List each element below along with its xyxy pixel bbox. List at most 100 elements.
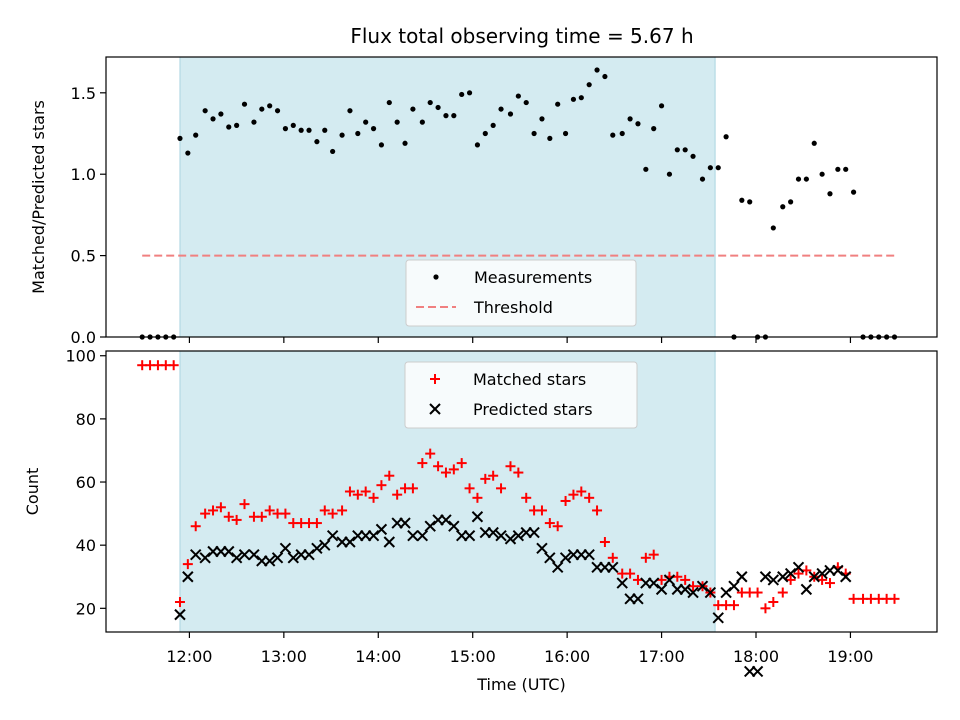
measurement-point [274, 108, 281, 114]
ratio-y-ticks: 0.0 0.5 1.0 1.5 [71, 84, 106, 347]
predicted-stars-point [504, 533, 517, 545]
matched-stars-point [728, 600, 739, 611]
x-b [182, 571, 194, 583]
x-b [720, 586, 732, 599]
x-b [487, 526, 499, 539]
predicted-stars-point [471, 511, 484, 523]
predicted-stars-point [583, 548, 595, 561]
y-tick-label: 100 [65, 347, 96, 366]
predicted-stars-point [687, 586, 699, 599]
x-b [448, 520, 460, 532]
measurement-point [850, 189, 857, 195]
x-tick-label: 12:00 [166, 647, 212, 666]
measurement-point [290, 122, 296, 128]
legend-dot [433, 274, 439, 280]
predicted-stars-point [326, 529, 339, 542]
measurement-point [811, 140, 817, 146]
predicted-stars-point [751, 665, 764, 678]
measurement-point [707, 165, 713, 171]
x-b [712, 612, 724, 624]
predicted-stars-point [319, 539, 331, 551]
measurement-point [715, 165, 721, 171]
measurement-point [378, 142, 385, 148]
x-b [544, 552, 556, 564]
predicted-stars-point [536, 542, 548, 555]
x-b [784, 567, 797, 580]
matched-stars-point [407, 483, 418, 494]
predicted-stars-point [792, 561, 805, 573]
count-axes-frame [105, 350, 938, 633]
count-legend: Matched stars Predicted stars [404, 361, 638, 429]
measurement-point [402, 140, 408, 146]
x-tick-label: 13:00 [261, 647, 307, 666]
predicted-stars-point [800, 583, 813, 596]
predicted-stars-point [816, 567, 828, 580]
measurement-point [835, 166, 841, 172]
measurement-point [658, 103, 665, 109]
predicted-stars-point [223, 545, 235, 558]
matched-stars-point [793, 568, 804, 579]
x-b [767, 574, 780, 586]
predicted-stars-point [495, 529, 507, 542]
ratio-marks [139, 67, 898, 340]
x-b [471, 511, 484, 523]
matched-stars-point [433, 461, 444, 472]
measurement-point [562, 130, 569, 137]
measurement-point [218, 111, 224, 117]
predicted-stars-point [704, 586, 717, 599]
y-tick-label: 20 [76, 599, 96, 618]
predicted-stars-point [720, 586, 732, 599]
predicted-stars-point [655, 583, 668, 596]
measurement-point [843, 166, 849, 172]
x-b [383, 536, 396, 548]
matched-stars-point [472, 492, 483, 503]
x-b [583, 548, 595, 561]
matched-stars-point [368, 492, 379, 503]
y-tick-label: 0.5 [71, 247, 96, 266]
matched-stars-point [680, 574, 691, 585]
measurement-point [594, 67, 600, 73]
measurement-point [322, 127, 328, 133]
x-b [271, 552, 284, 564]
measurement-point [827, 191, 833, 197]
measurement-point [466, 90, 473, 96]
measurement-point [394, 119, 400, 125]
matched-stars-point [327, 508, 338, 519]
x-tick-label: 18:00 [733, 647, 779, 666]
measurement-point [651, 126, 657, 132]
chart-title: Flux total observing time = 5.67 h [350, 24, 693, 48]
matched-stars-point [337, 505, 348, 516]
matched-stars-point [352, 489, 363, 500]
x-b [287, 552, 299, 564]
x-b [704, 586, 717, 599]
predicted-stars-point [287, 552, 299, 564]
matched-stars-point [208, 505, 219, 516]
legend-label: Predicted stars [473, 400, 593, 419]
predicted-stars-point [279, 542, 292, 555]
matched-stars-point [505, 461, 516, 472]
x-b [424, 520, 436, 532]
predicted-stars-point [440, 514, 452, 526]
measurement-point [547, 135, 553, 141]
measurement-point [177, 135, 183, 141]
measurement-point [339, 132, 345, 138]
x-b [344, 536, 356, 548]
x-b [792, 561, 805, 573]
measurement-point [780, 204, 786, 210]
measurement-point [330, 148, 336, 155]
predicted-stars-point [367, 529, 380, 542]
matched-stars-point [417, 458, 428, 469]
measurement-point [435, 104, 441, 111]
x-b [199, 552, 211, 564]
x-b [399, 517, 411, 529]
measurement-point [251, 119, 257, 125]
matched-stars-point [440, 467, 451, 478]
predicted-stars-point [248, 548, 260, 561]
x-b [696, 580, 709, 592]
measurement-point [419, 119, 425, 125]
measurement-point [570, 96, 577, 102]
measurement-point [803, 176, 809, 182]
measurement-point [210, 116, 216, 122]
matched-stars-point [760, 603, 771, 614]
matched-stars-point [376, 480, 387, 491]
